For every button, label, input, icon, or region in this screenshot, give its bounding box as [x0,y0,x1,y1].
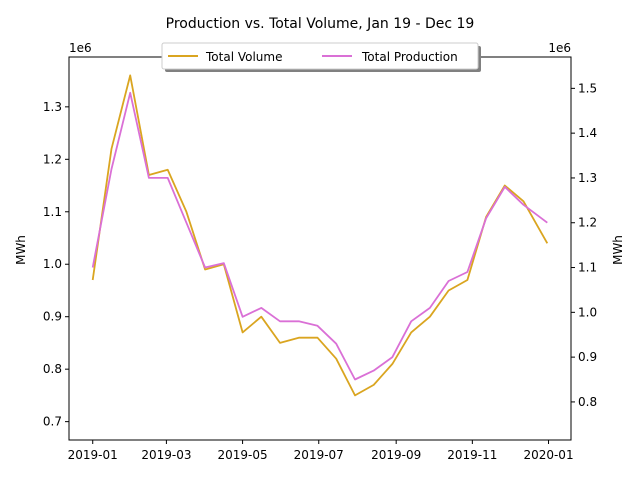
x-axis: 2019-01 2019-03 2019-05 2019-07 2019-09 2019-… [68,440,574,462]
series-line-total-volume [91,74,549,397]
x-tick-label: 2019-03 [141,448,191,462]
series-line-total-production [91,91,548,381]
x-tick-label: 2019-11 [447,448,497,462]
y-left-tick-label: 1.0 [43,257,62,271]
y-left-tick-label: 1.1 [43,205,62,219]
x-tick-label: 2020-01 [523,448,573,462]
y-axis-right: 0.8 0.9 1.0 1.1 1.2 1.3 1.4 1.5 [571,81,597,409]
y-right-tick-label: 1.5 [578,81,597,95]
chart-title: Production vs. Total Volume, Jan 19 - De… [166,16,475,32]
legend-label-total-volume: Total Volume [205,50,282,64]
y-right-tick-label: 0.8 [578,395,597,409]
y-left-tick-label: 1.3 [43,100,62,114]
y-right-offset-text: 1e6 [548,41,571,55]
y-left-tick-label: 0.8 [43,362,62,376]
y-right-tick-label: 1.3 [578,171,597,185]
legend-label-total-production: Total Production [361,50,458,64]
legend: Total Volume Total Production [161,42,481,72]
y-right-label: MWh [611,235,625,265]
y-left-tick-label: 1.2 [43,152,62,166]
y-axis-left: 0.7 0.8 0.9 1.0 1.1 1.2 1.3 [43,100,69,429]
y-left-tick-label: 0.7 [43,415,62,429]
y-left-label: MWh [14,235,28,265]
series-layer [91,74,549,397]
legend-box [161,42,479,70]
y-right-tick-label: 0.9 [578,350,597,364]
y-right-tick-label: 1.2 [578,216,597,230]
x-tick-label: 2019-01 [68,448,118,462]
y-left-offset-text: 1e6 [69,41,92,55]
y-right-tick-label: 1.0 [578,305,597,319]
y-right-tick-label: 1.4 [578,126,597,140]
y-left-tick-label: 0.9 [43,310,62,324]
x-tick-label: 2019-05 [218,448,268,462]
y-right-tick-label: 1.1 [578,261,597,275]
x-tick-label: 2019-07 [294,448,344,462]
x-tick-label: 2019-09 [371,448,421,462]
